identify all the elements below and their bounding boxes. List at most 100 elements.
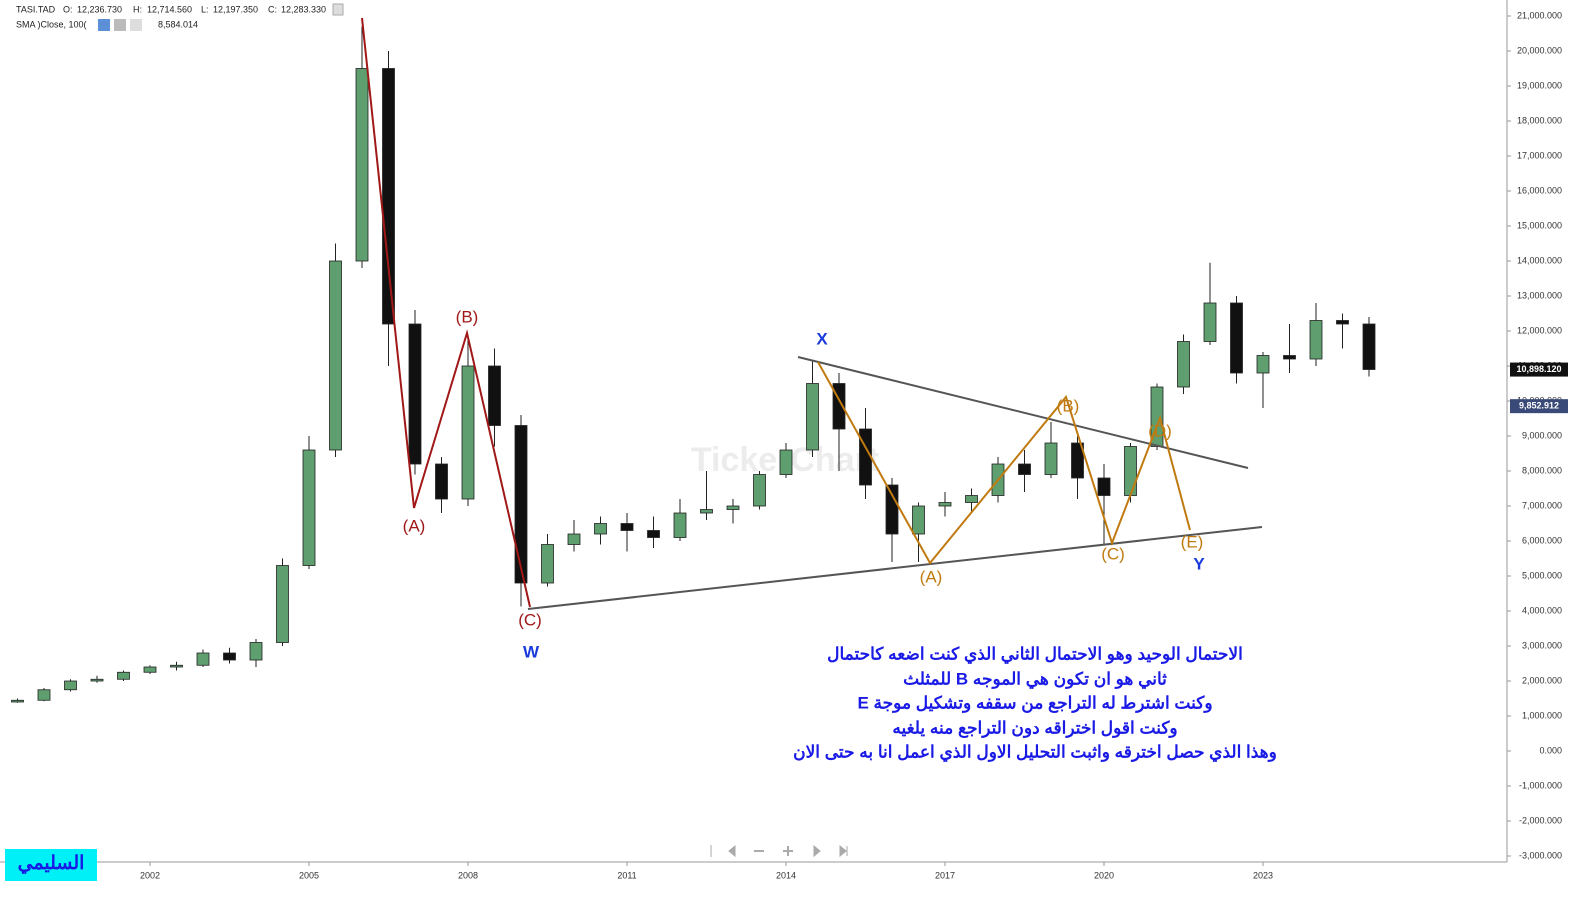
x-tick-label: 2020 — [1094, 870, 1114, 880]
candle-body — [1177, 341, 1190, 388]
candle-body — [859, 428, 872, 486]
x-tick-label: 2011 — [617, 870, 636, 880]
sma-visibility-button[interactable] — [98, 19, 110, 31]
candle-body — [143, 666, 157, 673]
wave-label: (B) — [456, 307, 479, 326]
wave-label: W — [523, 642, 540, 661]
candle-body — [1097, 477, 1111, 496]
y-tick-label: 0.000 — [1539, 745, 1562, 755]
low-value: 12,197.350 — [213, 4, 258, 14]
y-tick-label: -1,000.000 — [1519, 780, 1562, 790]
candle-body — [223, 652, 236, 661]
candle-body — [1336, 320, 1349, 325]
note-line: وهذا الذي حصل اخترقه واثبت التحليل الاول… — [793, 742, 1277, 762]
candle-body — [461, 365, 475, 500]
candle-body — [594, 523, 607, 535]
candle-body — [1309, 320, 1323, 360]
wave-label: (A) — [920, 567, 943, 586]
note-line: ثاني هو ان تكون هي الموجه B للمثلث — [903, 669, 1167, 689]
candle-body — [885, 484, 899, 535]
price-tag — [1510, 362, 1568, 377]
y-tick-label: 1,000.000 — [1522, 710, 1562, 720]
x-tick-label: 2002 — [140, 870, 160, 880]
close-value: 12,283.330 — [281, 4, 326, 14]
y-tick-label: 4,000.000 — [1522, 605, 1562, 615]
candle-body — [408, 323, 422, 465]
y-tick-label: 17,000.000 — [1517, 150, 1562, 160]
candle-body — [647, 530, 660, 538]
candle-body — [37, 689, 51, 701]
price-tag-label: 9,852.912 — [1519, 401, 1559, 411]
y-tick-label: 14,000.000 — [1517, 255, 1562, 265]
close-label: C: — [268, 4, 277, 14]
x-tick-label: 2023 — [1253, 870, 1273, 880]
candle-body — [541, 544, 554, 584]
low-label: L: — [201, 4, 209, 14]
sma-remove-button[interactable] — [130, 19, 142, 31]
sma-label: SMA )Close, 100( — [16, 19, 87, 29]
candle-body — [673, 512, 687, 538]
candle-body — [1044, 442, 1058, 475]
y-tick-label: 6,000.000 — [1522, 535, 1562, 545]
nav-left[interactable] — [728, 844, 736, 858]
candle-body — [806, 383, 819, 451]
y-tick-label: 16,000.000 — [1517, 185, 1562, 195]
candle-body — [355, 68, 369, 262]
y-tick-label: 20,000.000 — [1517, 45, 1562, 55]
open-value: 12,236.730 — [77, 4, 122, 14]
candle-body — [11, 699, 24, 703]
symbol: TASI.TAD — [16, 4, 56, 14]
open-label: O: — [63, 4, 73, 14]
navigation-bar — [710, 844, 848, 858]
nav-end[interactable] — [839, 844, 848, 858]
wave-label: (C) — [518, 610, 542, 629]
candle-body — [1230, 302, 1243, 374]
candle-body — [726, 505, 740, 510]
candle-body — [1203, 302, 1217, 342]
note-line: الاحتمال الوحيد وهو الاحتمال الثاني الذي… — [827, 644, 1243, 664]
nav-right[interactable] — [813, 844, 821, 858]
wave-line-w — [361, 17, 531, 608]
y-tick-label: 19,000.000 — [1517, 80, 1562, 90]
candle-body — [196, 652, 210, 666]
y-tick-label: -2,000.000 — [1519, 815, 1562, 825]
candle-body — [435, 463, 448, 500]
x-tick-label: 2014 — [776, 870, 796, 880]
candle-body — [1018, 463, 1031, 475]
trend-line-upper — [797, 356, 1249, 469]
candle-body — [1256, 355, 1270, 374]
y-tick-label: 7,000.000 — [1522, 500, 1562, 510]
candle-body — [1362, 323, 1376, 370]
y-tick-label: 8,000.000 — [1522, 465, 1562, 475]
candle-body — [620, 523, 634, 531]
candles — [11, 26, 1376, 703]
candle-body — [249, 642, 263, 661]
price-tag — [1510, 399, 1568, 414]
candle-body — [514, 425, 528, 584]
y-tick-label: 9,000.000 — [1522, 430, 1562, 440]
wave-label: (C) — [1101, 544, 1125, 563]
high-label: H: — [133, 4, 142, 14]
candle-body — [938, 502, 952, 507]
candle-body — [276, 565, 289, 643]
note-line: وكنت اشترط له التراجع من سقفه وتشكيل موج… — [857, 693, 1212, 713]
candle-body — [1071, 442, 1084, 479]
nav-zoom-in[interactable] — [783, 846, 793, 856]
wave-label: (E) — [1181, 532, 1204, 551]
y-tick-label: 18,000.000 — [1517, 115, 1562, 125]
candle-body — [117, 671, 130, 680]
price-tag-label: 10,898.120 — [1516, 364, 1561, 374]
trend-line-lower — [527, 526, 1263, 610]
x-tick-label: 2005 — [299, 870, 319, 880]
candle-body — [90, 678, 104, 682]
candle-body — [1283, 355, 1296, 360]
close-button[interactable] — [332, 3, 344, 16]
candle-body — [779, 449, 793, 475]
sma-settings-button[interactable] — [114, 19, 126, 31]
y-tick-label: 21,000.000 — [1517, 10, 1562, 20]
logo: السليمي — [18, 853, 85, 875]
wave-label: (B) — [1057, 396, 1080, 415]
candle-body — [302, 449, 316, 566]
y-tick-label: 5,000.000 — [1522, 570, 1562, 580]
